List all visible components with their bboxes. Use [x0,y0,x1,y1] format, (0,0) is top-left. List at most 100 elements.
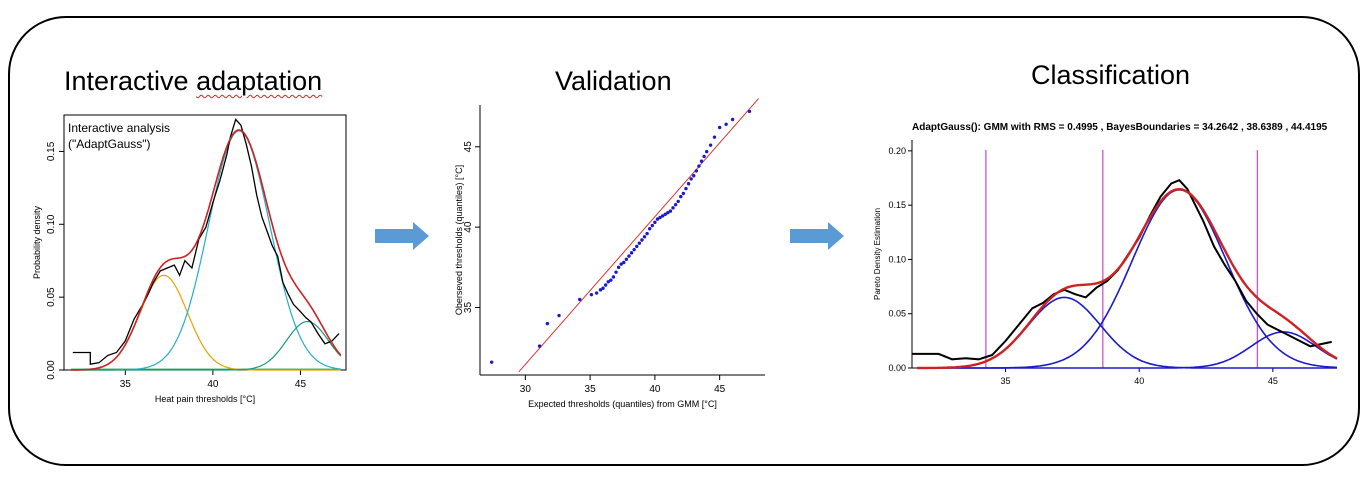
qq-point [645,231,649,236]
qq-point [712,135,717,139]
qq-point [717,125,722,130]
y-tick-label: 0.05 [888,309,906,319]
component-2-line [71,130,341,371]
qq-point [705,149,709,154]
qq-point [489,360,494,364]
qq-point [673,202,678,207]
x-tick-label: 35 [120,379,132,390]
chart-title: AdaptGauss(): GMM with RMS = 0.4995 , Ba… [912,122,1328,133]
qq-point [660,214,665,218]
x-tick-label: 40 [207,379,219,390]
x-tick-label: 45 [1268,376,1278,386]
annotation-line-1: Interactive analysis [68,121,170,135]
qq-point [603,283,608,287]
qq-point [708,143,713,147]
qq-point [697,164,701,168]
component-1-line [70,274,341,371]
qq-point [627,254,631,258]
reference-line [518,98,759,373]
mixture-line [917,187,1338,370]
qq-point [614,270,618,274]
x-tick-label: 30 [520,384,532,395]
qq-point [632,247,636,252]
qq-point [557,313,561,318]
annotation-line-2: ("AdaptGauss") [68,137,151,151]
x-tick-label: 40 [649,384,661,395]
component-2-line [917,188,1338,369]
empirical-pdf-line [912,179,1332,361]
qq-point [650,223,654,228]
qq-point [684,186,688,191]
qq-point [676,199,680,204]
y-tick-label: 0.10 [46,214,57,234]
qq-point [601,286,605,290]
qq-point [681,191,686,196]
qq-point [594,291,599,295]
qq-point [606,280,610,284]
qq-plot-chart: 35 40 45 30 35 40 45 Expected thresholds (quant… [454,98,765,409]
qq-point [629,251,634,255]
qq-point [622,260,626,265]
title-interactive-adaptation: Interactive adaptation [64,66,323,96]
qq-point [694,169,699,173]
y-tick-label: 0.05 [46,287,57,307]
qq-point [589,292,594,297]
qq-point [635,244,639,249]
qq-point [616,265,621,270]
gmm-fit-chart: 0.00 0.05 0.10 0.15 35 40 45 Heat pain threshol… [32,114,347,404]
classification-chart: AdaptGauss(): GMM with RMS = 0.4995 , Ba… [873,122,1338,386]
y-axis-label: Pareto Density Estimation [873,208,882,300]
qq-point [648,227,652,231]
y-tick-label: 0.10 [888,254,906,264]
y-tick-label: 0.15 [888,200,906,210]
qq-point [724,122,728,126]
qq-point [653,220,657,225]
qq-point [640,238,644,242]
qq-point [679,194,683,199]
qq-point [537,344,542,348]
qq-point [671,206,675,210]
y-tick-label: 0.00 [46,360,57,380]
y-tick-label: 35 [463,302,474,314]
qq-point [663,212,667,216]
y-tick-label: 0.15 [46,141,57,161]
component-3-line [71,321,342,371]
x-tick-label: 35 [585,384,597,395]
qq-point [747,109,752,114]
y-tick-label: 40 [463,221,474,233]
qq-point [637,241,642,245]
x-tick-label: 40 [1134,376,1144,386]
arrow-right-icon [790,222,844,250]
qq-point [666,210,670,215]
title-classification: Classification [1031,60,1191,90]
qq-point [642,235,647,239]
x-tick-label: 45 [295,379,307,390]
y-tick-label: 45 [463,141,474,153]
y-tick-label: 0.00 [888,363,906,373]
x-axis-label: Expected thresholds (quantiles) from GMM… [528,399,717,409]
component-3-line [917,331,1338,369]
qq-point [689,177,693,181]
arrow-right-icon [375,222,429,250]
qq-point [699,159,704,163]
outer-frame [8,16,1360,466]
qq-point [658,215,662,220]
x-tick-label: 45 [714,384,726,395]
qq-point [611,275,616,279]
empirical-pdf-line [72,118,340,365]
title-validation: Validation [555,66,672,96]
mixture-line [70,129,342,371]
qq-point [609,278,613,282]
qq-point [578,297,582,302]
qq-point [624,257,629,261]
qq-point [702,154,706,159]
y-axis-label: Probability density [32,205,42,279]
qq-point [545,321,550,326]
qq-point [730,117,735,122]
y-axis-label: Oberseved thresholds (quantiles) [°C] [454,165,464,315]
qq-point [655,217,660,221]
qq-point [668,209,673,213]
qq-point [619,262,623,266]
qq-point [692,174,696,178]
x-tick-label: 35 [1001,376,1011,386]
